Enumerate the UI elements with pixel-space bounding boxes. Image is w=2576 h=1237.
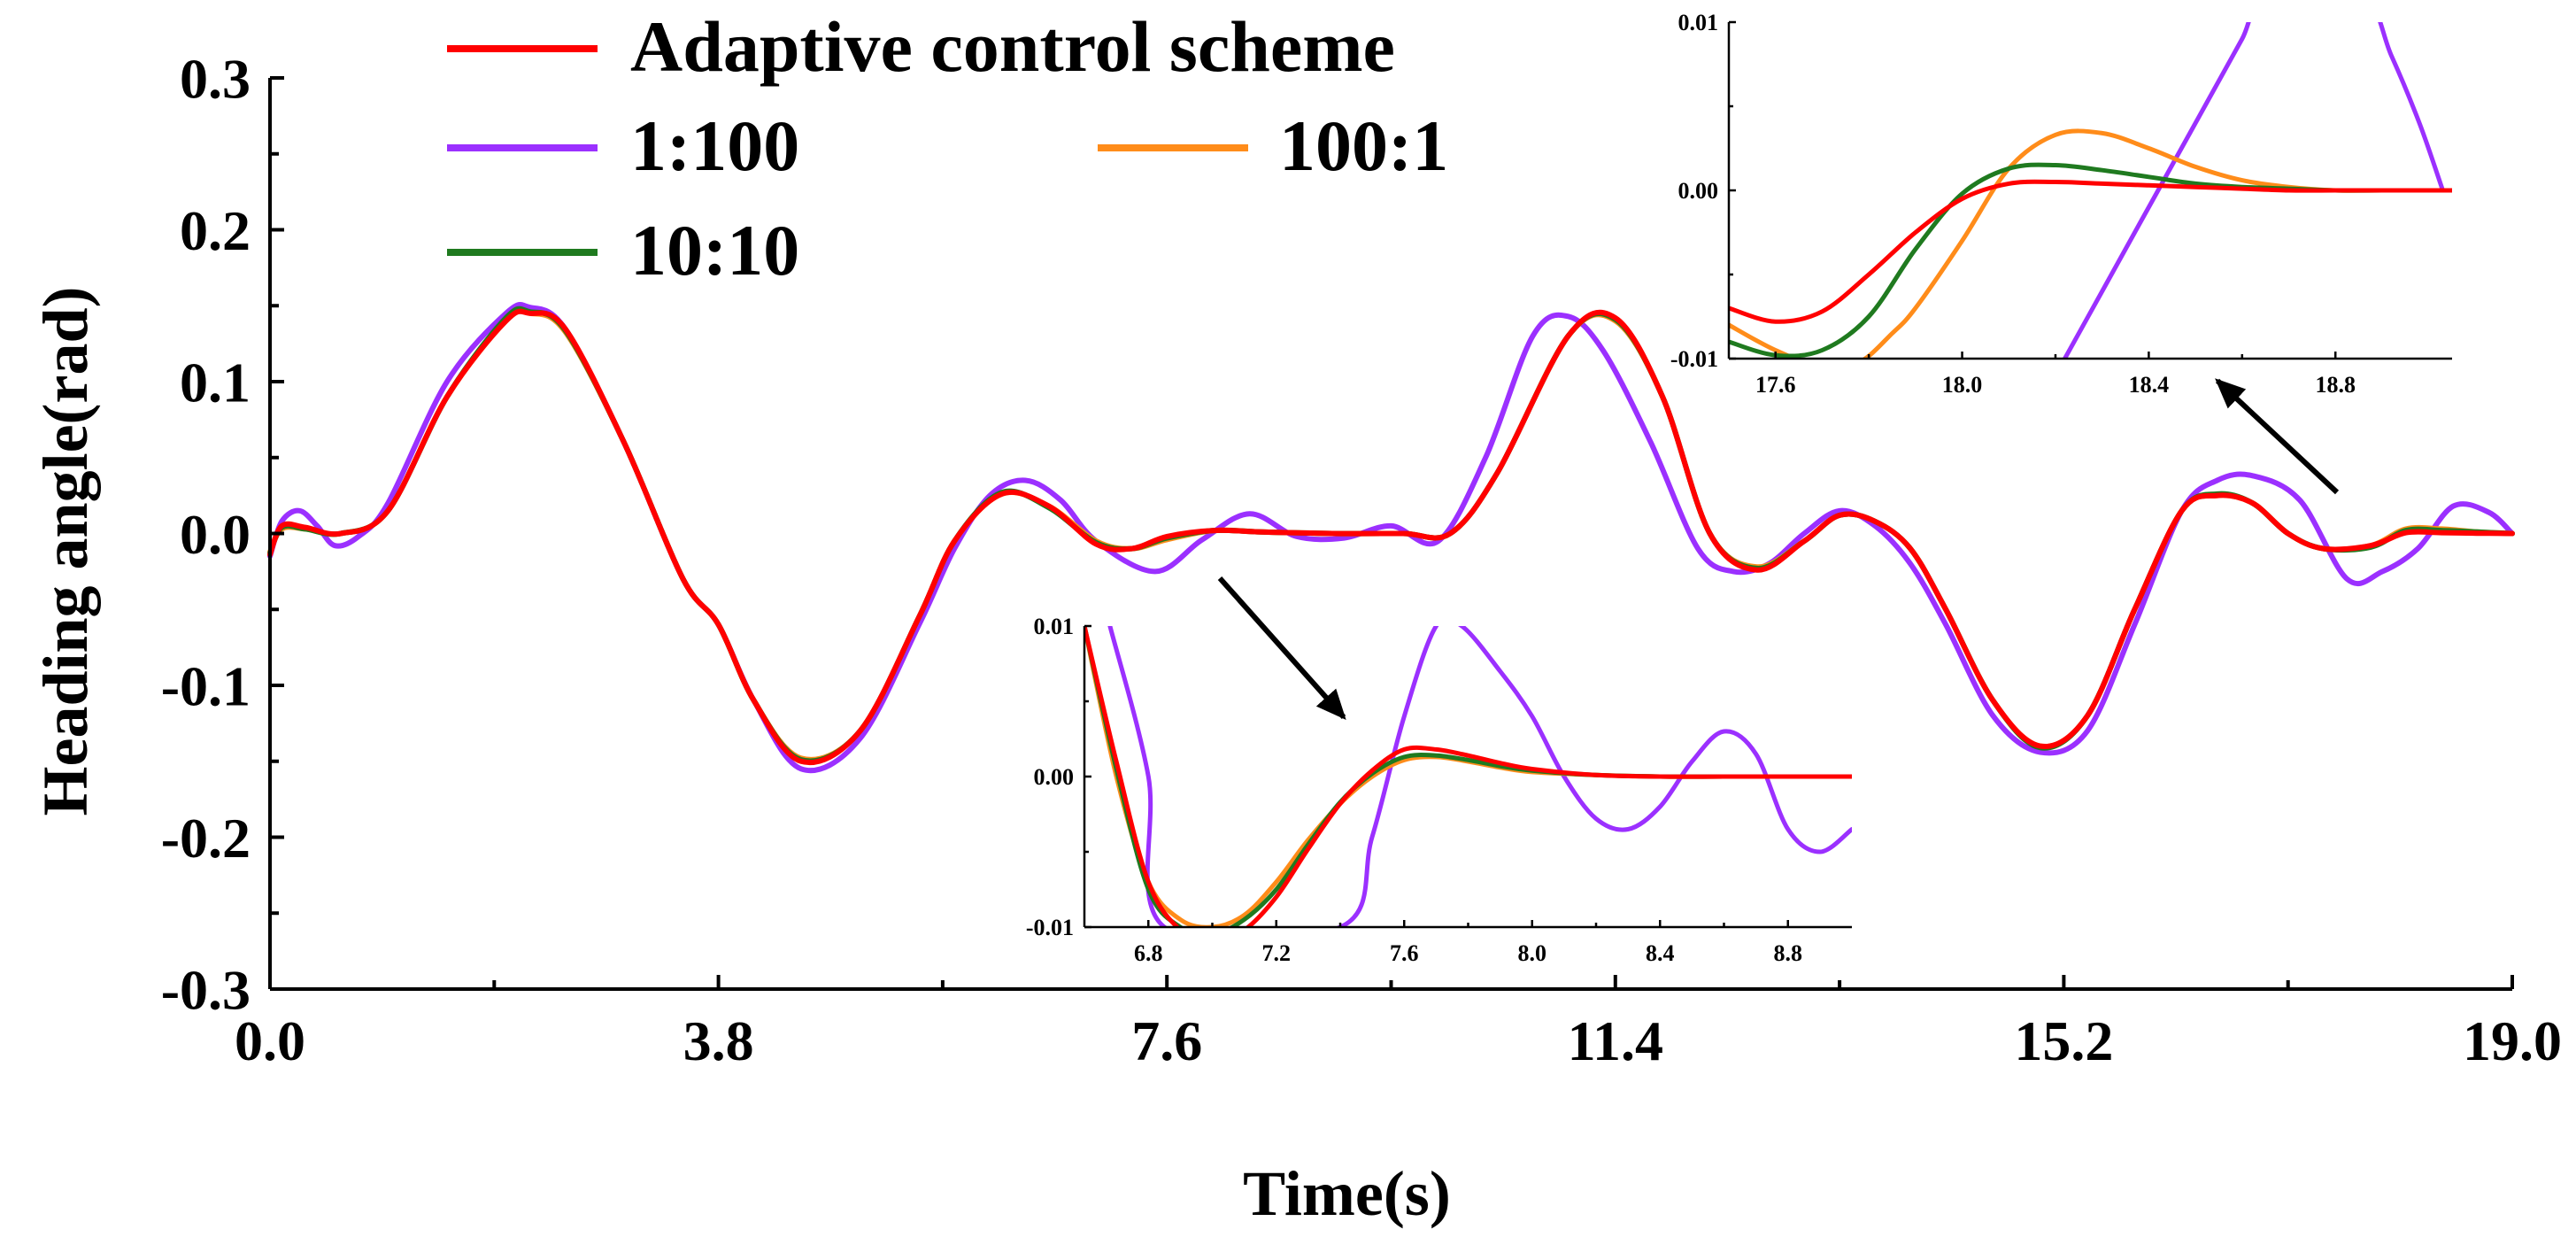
main-x-tick-label: 7.6 (1131, 1009, 1202, 1072)
legend-label: 10:10 (630, 210, 799, 290)
inset-1-y-tick-label: 0.00 (1034, 764, 1075, 790)
series-line-adaptive-control-scheme (267, 308, 2515, 766)
inset-2-series-group (1729, 22, 2452, 359)
inset-2-y-tick-label: -0.01 (1670, 346, 1718, 372)
series-line-1-100 (2063, 22, 2445, 359)
main-y-tick-label: 0.0 (180, 503, 251, 566)
legend-label: 100:1 (1279, 105, 1448, 186)
inset-1-x-tick-label: 6.8 (1134, 940, 1163, 966)
inset-plot-1: -0.01 0.00 0.01 6.8 7.2 7.6 8.0 8.4 8.8 (1026, 614, 1852, 966)
main-y-tick-label: -0.2 (161, 807, 251, 870)
inset-2-x-tick-label: 18.8 (2315, 372, 2356, 398)
main-y-tick-label: -0.3 (161, 958, 251, 1021)
zoom-arrow-2 (2215, 378, 2340, 495)
x-axis-title: Time(s) (1243, 1158, 1451, 1229)
inset-2-x-tick-label: 18.0 (1942, 372, 1983, 398)
main-x-tick-label: 3.8 (683, 1009, 754, 1072)
inset-1-x-tick-label: 8.8 (1774, 940, 1803, 966)
y-axis-title: Heading angle(rad) (30, 286, 101, 816)
main-x-tick-label: 0.0 (235, 1009, 305, 1072)
legend-label: Adaptive control scheme (630, 6, 1395, 87)
series-line-1-100 (1107, 626, 1852, 927)
main-x-tick-label: 15.2 (2014, 1009, 2113, 1072)
inset-2-x-tick-label: 17.6 (1755, 372, 1796, 398)
inset-2-y-tick-label: 0.00 (1678, 178, 1719, 204)
main-plot: -0.3 -0.2 -0.1 0.0 0.1 0.2 0.3 0.0 3.8 7.6 11.4 15.… (30, 47, 2562, 1229)
main-y-tick-label: 0.1 (180, 351, 251, 414)
inset-1-x-tick-label: 7.6 (1390, 940, 1419, 966)
inset-1-x-tick-label: 7.2 (1262, 940, 1292, 966)
main-y-tick-label: -0.1 (161, 654, 251, 717)
zoom-arrow-1 (1217, 576, 1346, 720)
inset-2-x-tick-label: 18.4 (2129, 372, 2170, 398)
main-y-tick-label: 0.2 (180, 199, 251, 262)
inset-plot-2: -0.01 0.00 0.01 17.6 18.0 18.4 18.8 (1670, 10, 2452, 398)
inset-1-y-tick-label: 0.01 (1034, 614, 1075, 639)
series-line-adaptive-control-scheme (1084, 626, 1852, 927)
zoom-arrows (1217, 378, 2340, 720)
inset-1-series-group (1084, 626, 1852, 927)
inset-1-y-tick-label: -0.01 (1026, 915, 1074, 940)
series-line-adaptive-control-scheme (1729, 179, 2452, 324)
legend-label: 1:100 (630, 105, 799, 186)
legend: Adaptive control scheme 1:100 100:1 10:10 (447, 6, 1448, 290)
inset-2-y-tick-label: 0.01 (1678, 10, 1719, 35)
inset-1-x-tick-label: 8.4 (1646, 940, 1675, 966)
main-y-tick-label: 0.3 (180, 47, 251, 110)
main-x-tick-label: 11.4 (1568, 1009, 1663, 1072)
main-x-tick-label: 19.0 (2463, 1009, 2562, 1072)
main-series-group (267, 302, 2515, 774)
inset-1-x-tick-label: 8.0 (1518, 940, 1547, 966)
